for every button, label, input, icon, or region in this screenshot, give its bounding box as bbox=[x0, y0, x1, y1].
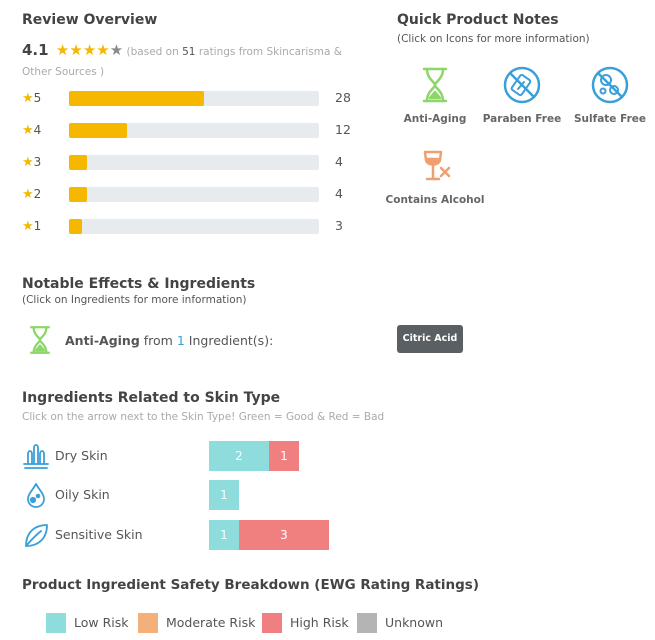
star-icon: ★ bbox=[96, 41, 110, 59]
star-icon: ★ bbox=[22, 219, 34, 234]
star-icon: ★ bbox=[82, 41, 97, 59]
rating-summary: 4.1 ★★★★★ (based on 51 ratings from Skin… bbox=[22, 40, 362, 82]
rating-bar-fill bbox=[69, 219, 82, 234]
skin-row-dry[interactable]: Dry Skin 2 1 bbox=[22, 441, 342, 471]
star-empty-icon: ★ bbox=[109, 41, 124, 59]
rating-level: 3 bbox=[33, 155, 42, 169]
bad-count-segment[interactable]: 3 bbox=[239, 520, 329, 550]
star-icon: ★ bbox=[22, 123, 34, 138]
note-anti-aging[interactable]: Anti-Aging bbox=[395, 65, 475, 125]
rating-bar-row[interactable]: ★5 28 bbox=[22, 89, 362, 107]
dry-skin-icon bbox=[22, 442, 50, 470]
skin-label: Oily Skin bbox=[55, 487, 110, 502]
quick-notes-title: Quick Product Notes bbox=[397, 12, 559, 28]
sensitive-skin-icon bbox=[22, 521, 50, 549]
effect-anti-aging-row[interactable]: Anti-Aging from 1 Ingredient(s): bbox=[22, 322, 322, 362]
effect-ingredient-count[interactable]: 1 bbox=[176, 333, 185, 348]
based-on-suffix: ratings from Skincarisma & Other Sources… bbox=[22, 46, 342, 78]
legend-swatch bbox=[138, 613, 158, 633]
notable-effects-title: Notable Effects & Ingredients bbox=[22, 276, 256, 292]
star-icon: ★ bbox=[22, 155, 34, 170]
rating-bar-track bbox=[69, 155, 319, 170]
rating-bar-fill bbox=[69, 187, 87, 202]
skin-type-title: Ingredients Related to Skin Type bbox=[22, 390, 281, 406]
safety-title: Product Ingredient Safety Breakdown (EWG… bbox=[22, 577, 479, 593]
rating-count: 28 bbox=[335, 90, 351, 105]
quick-notes-subtitle: (Click on Icons for more information) bbox=[397, 33, 590, 45]
star-icon: ★ bbox=[55, 41, 70, 59]
legend-swatch bbox=[357, 613, 377, 633]
hourglass-icon bbox=[415, 65, 455, 105]
effect-from: from bbox=[143, 333, 173, 348]
rating-bar-track bbox=[69, 123, 319, 138]
good-count-segment[interactable]: 1 bbox=[209, 480, 239, 510]
effect-name: Anti-Aging bbox=[65, 333, 140, 348]
ratings-count: 51 bbox=[182, 46, 196, 58]
rating-bar-fill bbox=[69, 91, 204, 106]
rating-level: 5 bbox=[33, 91, 42, 105]
no-paraben-icon bbox=[502, 65, 542, 105]
no-sulfate-icon bbox=[590, 65, 630, 105]
star-icon: ★ bbox=[69, 41, 83, 59]
bad-count-segment[interactable]: 1 bbox=[269, 441, 299, 471]
oily-skin-icon bbox=[22, 481, 50, 509]
note-label: Contains Alcohol bbox=[385, 194, 485, 206]
wine-glass-icon bbox=[415, 146, 455, 186]
hourglass-icon bbox=[24, 324, 56, 356]
rating-level: 1 bbox=[33, 219, 42, 233]
effect-suffix: Ingredient(s): bbox=[188, 333, 274, 348]
rating-count: 12 bbox=[335, 122, 351, 137]
legend-label: Low Risk bbox=[74, 615, 129, 630]
skin-label: Dry Skin bbox=[55, 448, 108, 463]
rating-bar-fill bbox=[69, 155, 87, 170]
good-count-segment[interactable]: 2 bbox=[209, 441, 269, 471]
note-label: Sulfate Free bbox=[573, 113, 646, 125]
note-contains-alcohol[interactable]: Contains Alcohol bbox=[379, 146, 491, 206]
rating-count: 3 bbox=[335, 218, 343, 233]
review-overview-title: Review Overview bbox=[22, 12, 158, 28]
skin-type-subtitle: Click on the arrow next to the Skin Type… bbox=[22, 411, 385, 423]
note-paraben-free[interactable]: Paraben Free bbox=[482, 65, 562, 125]
star-icon: ★ bbox=[22, 187, 34, 202]
rating-bar-row[interactable]: ★2 4 bbox=[22, 185, 362, 203]
rating-count: 4 bbox=[335, 186, 343, 201]
rating-bar-track bbox=[69, 187, 319, 202]
legend-swatch bbox=[46, 613, 66, 633]
legend-swatch bbox=[262, 613, 282, 633]
rating-bar-row[interactable]: ★3 4 bbox=[22, 153, 362, 171]
rating-bar-row[interactable]: ★1 3 bbox=[22, 217, 362, 235]
rating-bar-row[interactable]: ★4 12 bbox=[22, 121, 362, 139]
based-on-prefix: (based on bbox=[126, 46, 179, 58]
average-score: 4.1 bbox=[22, 41, 49, 59]
note-label: Anti-Aging bbox=[403, 113, 467, 125]
legend-label: High Risk bbox=[290, 615, 349, 630]
good-count-segment[interactable]: 1 bbox=[209, 520, 239, 550]
rating-bar-track bbox=[69, 219, 319, 234]
rating-bar-fill bbox=[69, 123, 127, 138]
star-icon: ★ bbox=[22, 91, 34, 106]
rating-level: 2 bbox=[33, 187, 42, 201]
legend-label: Unknown bbox=[385, 615, 444, 630]
note-label: Paraben Free bbox=[482, 113, 562, 125]
rating-level: 4 bbox=[33, 123, 42, 137]
note-sulfate-free[interactable]: Sulfate Free bbox=[570, 65, 650, 125]
legend-label: Moderate Risk bbox=[166, 615, 256, 630]
skin-row-sensitive[interactable]: Sensitive Skin 1 3 bbox=[22, 520, 342, 550]
ingredient-button-citric-acid[interactable]: Citric Acid bbox=[397, 325, 463, 353]
notable-effects-subtitle: (Click on Ingredients for more informati… bbox=[22, 294, 247, 306]
rating-count: 4 bbox=[335, 154, 343, 169]
rating-bar-track bbox=[69, 91, 319, 106]
skin-label: Sensitive Skin bbox=[55, 527, 143, 542]
rating-stars: ★★★★★ bbox=[56, 40, 123, 60]
skin-row-oily[interactable]: Oily Skin 1 bbox=[22, 480, 342, 510]
